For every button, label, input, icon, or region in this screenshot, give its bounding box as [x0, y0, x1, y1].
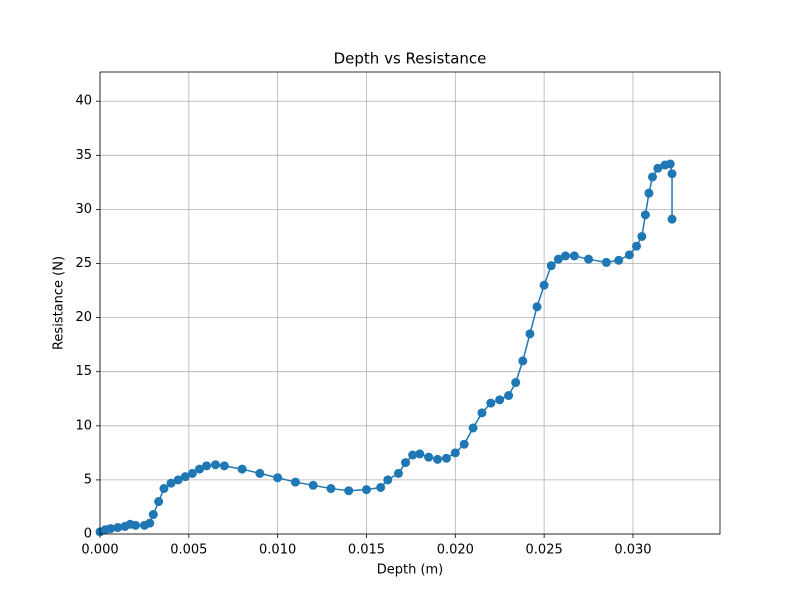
data-point — [148, 510, 158, 520]
chart-title: Depth vs Resistance — [334, 50, 487, 68]
x-tick-label: 0.010 — [259, 543, 296, 558]
data-point — [424, 452, 434, 462]
data-point — [614, 255, 624, 265]
data-point — [415, 449, 425, 459]
data-point — [237, 464, 247, 474]
data-point — [624, 250, 634, 260]
data-point — [361, 485, 371, 495]
x-tick-label: 0.020 — [437, 543, 474, 558]
data-point — [131, 520, 141, 530]
data-point — [219, 461, 229, 471]
data-point — [393, 468, 403, 478]
x-tick-label: 0.025 — [526, 543, 563, 558]
data-point — [433, 454, 443, 464]
data-point — [113, 523, 123, 533]
data-point — [326, 484, 336, 494]
data-point — [637, 231, 647, 241]
data-point — [202, 461, 212, 471]
data-point — [145, 518, 155, 528]
y-tick-label: 5 — [84, 472, 92, 487]
data-point — [504, 391, 514, 401]
y-axis-label: Resistance (N) — [52, 256, 67, 350]
y-tick-label: 10 — [75, 418, 92, 433]
data-point — [569, 251, 579, 261]
data-point — [180, 472, 190, 482]
x-tick-label: 0.005 — [170, 543, 207, 558]
data-point — [532, 302, 542, 312]
data-point — [173, 475, 183, 485]
data-point — [159, 484, 169, 494]
data-point — [166, 478, 176, 488]
data-point — [640, 210, 650, 220]
data-point — [468, 423, 478, 433]
plot-frame — [99, 71, 721, 535]
data-point — [187, 468, 197, 478]
data-point — [290, 477, 300, 487]
data-point — [383, 475, 393, 485]
data-point — [486, 398, 496, 408]
data-point — [546, 261, 556, 271]
x-tick-label: 0.000 — [81, 543, 118, 558]
data-point — [477, 408, 487, 418]
data-point — [450, 448, 460, 458]
y-tick-label: 20 — [75, 310, 92, 325]
data-point — [459, 439, 469, 449]
data-point — [667, 214, 677, 224]
data-point — [553, 254, 563, 264]
y-tick-label: 15 — [75, 364, 92, 379]
y-tick-label: 30 — [75, 202, 92, 217]
data-point — [194, 464, 204, 474]
data-point — [273, 473, 283, 483]
data-point — [255, 468, 265, 478]
data-point — [106, 524, 116, 534]
x-tick-label: 0.030 — [614, 543, 651, 558]
data-point — [632, 241, 642, 251]
data-point — [653, 163, 663, 173]
data-point — [376, 482, 386, 492]
data-point — [308, 480, 318, 490]
data-point — [401, 458, 411, 468]
data-point — [539, 280, 549, 290]
x-tick-label: 0.015 — [348, 543, 385, 558]
data-point — [495, 395, 505, 405]
y-tick-label: 0 — [84, 527, 92, 542]
data-point — [665, 159, 675, 169]
data-point — [408, 450, 418, 460]
data-point — [344, 486, 354, 496]
data-point — [525, 329, 535, 339]
data-point — [644, 188, 654, 198]
data-point — [210, 460, 220, 470]
y-tick-label: 25 — [75, 256, 92, 271]
data-point — [601, 257, 611, 267]
data-point — [584, 254, 594, 264]
x-axis-label: Depth (m) — [377, 563, 444, 578]
data-point — [667, 169, 677, 179]
data-point — [518, 356, 528, 366]
data-point — [647, 172, 657, 182]
y-tick-label: 35 — [75, 148, 92, 163]
data-point — [511, 378, 521, 388]
y-tick-label: 40 — [75, 94, 92, 109]
data-point — [154, 497, 164, 507]
data-point — [441, 453, 451, 463]
data-point — [560, 251, 570, 261]
